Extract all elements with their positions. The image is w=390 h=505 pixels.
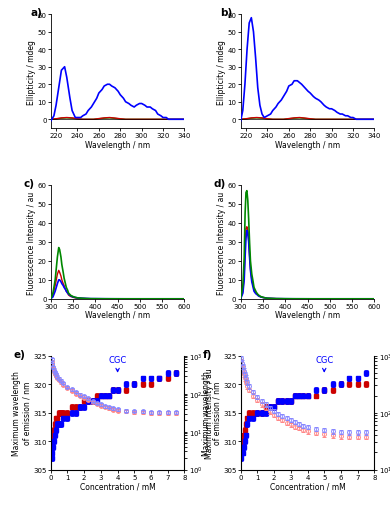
X-axis label: Wavelength / nm: Wavelength / nm: [85, 140, 150, 149]
Text: CGC: CGC: [108, 356, 127, 372]
X-axis label: Wavelength / nm: Wavelength / nm: [275, 140, 340, 149]
Text: b): b): [221, 8, 233, 18]
X-axis label: Wavelength / nm: Wavelength / nm: [85, 311, 150, 320]
Y-axis label: Fluorescence Intensity / au: Fluorescence Intensity / au: [217, 191, 226, 294]
Y-axis label: Maximum Intensity / au: Maximum Intensity / au: [205, 368, 214, 458]
Text: a): a): [31, 8, 43, 18]
Y-axis label: Fluorescence Intensity / au: Fluorescence Intensity / au: [27, 191, 36, 294]
Text: f): f): [203, 349, 213, 359]
X-axis label: Concentration / mM: Concentration / mM: [80, 481, 156, 490]
Text: c): c): [24, 179, 35, 189]
Y-axis label: Ellipticity / mdeg: Ellipticity / mdeg: [27, 39, 36, 105]
Text: CGC: CGC: [315, 356, 333, 372]
Text: d): d): [214, 179, 226, 189]
Text: e): e): [13, 349, 25, 359]
X-axis label: Concentration / mM: Concentration / mM: [269, 481, 346, 490]
Y-axis label: Ellipticity / mdeg: Ellipticity / mdeg: [217, 39, 226, 105]
X-axis label: Wavelength / nm: Wavelength / nm: [275, 311, 340, 320]
Y-axis label: Maximum wavelength
of emission / nm: Maximum wavelength of emission / nm: [202, 371, 222, 455]
Y-axis label: Maximum wavelength
of emission / nm: Maximum wavelength of emission / nm: [12, 371, 32, 455]
